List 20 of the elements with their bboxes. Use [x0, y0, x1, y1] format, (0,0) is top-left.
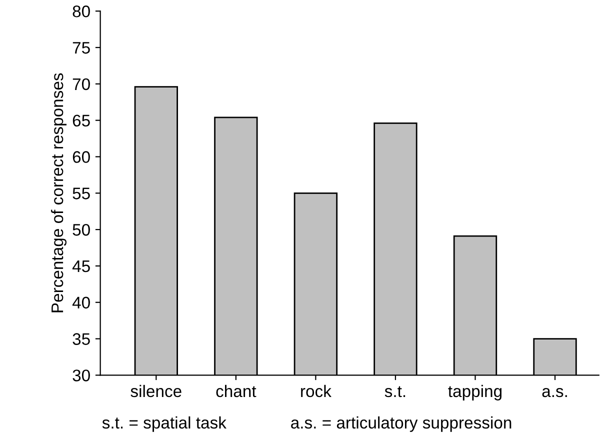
- y-tick-label: 70: [72, 78, 90, 90]
- x-tick-label: a.s.: [542, 388, 567, 398]
- y-tick-label: 50: [72, 224, 90, 236]
- y-tick-label: 45: [72, 260, 90, 272]
- y-tick-label: 65: [72, 114, 90, 127]
- y-axis-title: Percentage of correct responses: [50, 73, 67, 312]
- y-tick-label: 35: [72, 333, 90, 345]
- text: a.s. = articulatory suppression: [291, 416, 512, 432]
- x-tick-label: chant: [216, 384, 256, 398]
- y-tick-label: 75: [72, 42, 90, 54]
- y-tick-label: 30: [72, 370, 90, 382]
- x-tick-label: silence: [130, 384, 182, 398]
- y-tick-label: 40: [72, 296, 90, 309]
- y-tick-label: 60: [72, 151, 90, 163]
- y-tick-label: 80: [72, 6, 90, 18]
- y-tick-label: 55: [72, 188, 90, 200]
- x-tick-label: tapping: [448, 384, 502, 400]
- text: s.t. = spatial task: [102, 416, 226, 432]
- x-tick-label: s.t.: [384, 386, 406, 398]
- x-tick-label: rock: [301, 384, 332, 398]
